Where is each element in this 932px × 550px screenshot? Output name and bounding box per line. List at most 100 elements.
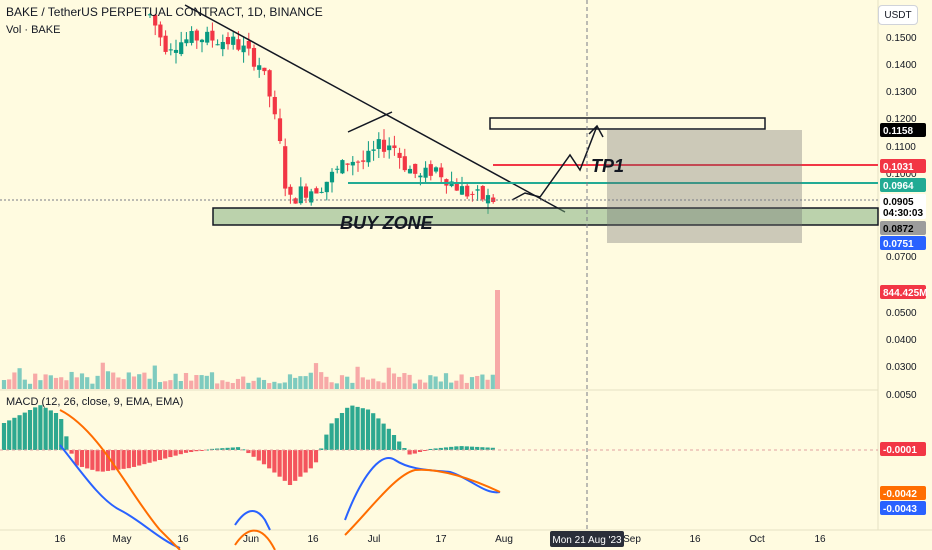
- volume-bar: [131, 376, 137, 389]
- macd-histogram-bar: [324, 434, 329, 450]
- volume-bar: [111, 372, 116, 389]
- macd-tick-label: 0.0050: [886, 390, 917, 401]
- macd-histogram-bar: [298, 450, 303, 477]
- price-tag-bg: [880, 501, 926, 515]
- macd-histogram-bar: [391, 435, 397, 450]
- volume-bar: [334, 383, 339, 389]
- candle-body: [376, 139, 381, 149]
- volume-bar: [33, 373, 38, 389]
- candle-body: [251, 47, 257, 67]
- candle-body: [413, 163, 418, 174]
- macd-line: [59, 444, 181, 549]
- candle-body: [340, 160, 345, 174]
- volume-bar: [194, 375, 199, 389]
- macd-histogram-bar: [230, 447, 235, 450]
- volume-bar: [85, 377, 90, 389]
- candle-body: [381, 139, 387, 152]
- price-tag-label: -0.0043: [883, 504, 917, 515]
- volume-bar: [209, 372, 215, 389]
- candle-body: [371, 149, 376, 151]
- volume-bar: [438, 381, 443, 389]
- time-tick-label: 17: [435, 534, 447, 545]
- volume-bar: [168, 380, 173, 389]
- macd-histogram-bar: [111, 450, 116, 471]
- candle-body: [272, 96, 277, 115]
- macd-histogram-bar: [397, 441, 402, 450]
- candle-body: [283, 146, 288, 189]
- macd-histogram-bar: [480, 447, 485, 450]
- volume-bar: [428, 375, 433, 389]
- macd-histogram-bar: [74, 450, 79, 466]
- candle-body: [329, 171, 335, 183]
- volume-bar: [371, 378, 376, 389]
- macd-histogram-bar: [339, 413, 345, 450]
- price-tag-bg: [880, 486, 926, 500]
- macd-histogram-bar: [194, 450, 199, 452]
- price-tag-bg: [880, 123, 926, 137]
- candle-body: [402, 156, 407, 171]
- price-tag-label: 0.0872: [883, 224, 914, 235]
- currency-button[interactable]: USDT: [878, 5, 918, 25]
- candle-body: [147, 14, 153, 16]
- buy-zone-label: BUY ZONE: [340, 213, 434, 233]
- macd-histogram-bar: [345, 407, 350, 450]
- macd-histogram-bar: [433, 448, 438, 450]
- macd-histogram-bar: [423, 450, 428, 451]
- candle-body: [205, 31, 210, 43]
- macd-histogram-bar: [163, 450, 168, 459]
- macd-histogram-bar: [454, 446, 459, 450]
- candle-body: [267, 70, 272, 97]
- crosshair-date-bg: [550, 531, 624, 547]
- volume-bar: [454, 380, 459, 389]
- buy-zone-box: [212, 207, 879, 226]
- volume-bar: [423, 382, 428, 389]
- macd-histogram-bar: [261, 450, 267, 465]
- volume-bar: [407, 374, 412, 389]
- volume-bar: [7, 379, 12, 389]
- volume-bar: [256, 377, 261, 389]
- macd-histogram-bar: [485, 447, 490, 450]
- volume-bar: [365, 379, 371, 389]
- position-box: [607, 130, 802, 243]
- macd-histogram-bar: [313, 450, 319, 463]
- volume-bar: [464, 382, 469, 389]
- volume-bar: [199, 375, 204, 389]
- volume-bar: [105, 371, 111, 389]
- price-tag-label: -0.0042: [883, 489, 917, 500]
- macd-histogram-bar: [95, 450, 100, 472]
- candle-body: [433, 167, 439, 172]
- macd-histogram-bar: [183, 450, 189, 453]
- volume-bar: [324, 376, 329, 389]
- volume-bar: [142, 372, 147, 389]
- macd-histogram-bar: [428, 448, 433, 450]
- macd-histogram-bar: [157, 450, 163, 460]
- price-tag-bg: [880, 285, 926, 299]
- volume-bar: [189, 380, 194, 389]
- macd-histogram-bar: [90, 450, 95, 470]
- candle-body: [241, 45, 246, 53]
- volume-bar: [303, 376, 308, 389]
- macd-histogram-bar: [272, 450, 277, 473]
- volume-bar: [126, 372, 131, 389]
- volume-bar: [116, 377, 121, 389]
- candle-body: [314, 188, 319, 194]
- macd-line-mid: [234, 510, 271, 531]
- macd-histogram-bar: [443, 447, 449, 450]
- volume-bar: [355, 366, 360, 389]
- macd-histogram-bar: [209, 448, 215, 450]
- macd-histogram-bar: [69, 450, 74, 454]
- volume-bar: [69, 371, 74, 389]
- macd-histogram-bar: [235, 447, 241, 450]
- macd-histogram-bar: [131, 450, 137, 467]
- target-box: [489, 117, 766, 130]
- volume-bar: [90, 383, 95, 389]
- candle-body: [350, 161, 355, 166]
- axis-layer: 0.15000.14000.13000.12000.11000.10000.09…: [54, 33, 927, 547]
- macd-histogram-bar: [319, 448, 324, 450]
- volume-bar: [241, 376, 246, 389]
- price-tick-label: 0.1300: [886, 87, 917, 98]
- volume-bar: [79, 373, 85, 389]
- macd-histogram-bar: [64, 436, 69, 450]
- price-tag-label: 0.1158: [883, 126, 913, 137]
